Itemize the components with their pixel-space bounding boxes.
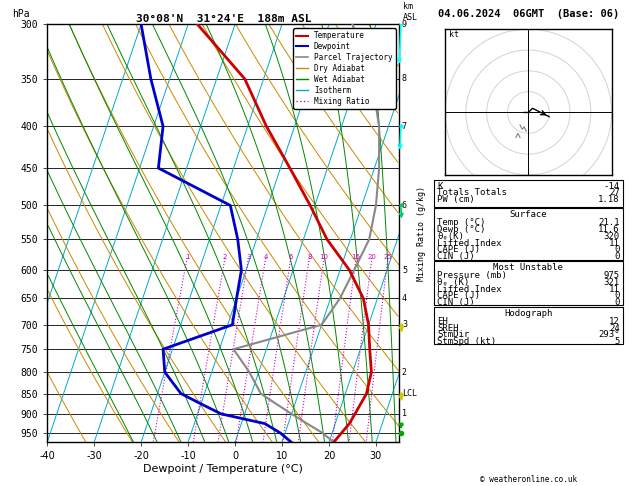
Text: Dewp (°C): Dewp (°C): [437, 225, 486, 234]
Text: 0: 0: [614, 245, 620, 254]
Text: 2: 2: [223, 254, 227, 260]
Text: Hodograph: Hodograph: [504, 309, 552, 318]
Text: 0: 0: [614, 292, 620, 300]
Text: 6: 6: [289, 254, 293, 260]
Text: 6: 6: [402, 201, 407, 210]
Text: Lifted Index: Lifted Index: [437, 285, 502, 294]
Text: 4: 4: [402, 294, 407, 303]
Text: 321: 321: [603, 278, 620, 287]
Text: Surface: Surface: [509, 210, 547, 219]
Text: CIN (J): CIN (J): [437, 252, 475, 261]
Text: 1.18: 1.18: [598, 195, 620, 204]
Text: CIN (J): CIN (J): [437, 298, 475, 307]
Text: 0: 0: [614, 252, 620, 261]
Text: kt: kt: [449, 31, 459, 39]
X-axis label: Dewpoint / Temperature (°C): Dewpoint / Temperature (°C): [143, 464, 303, 474]
Text: 20: 20: [367, 254, 376, 260]
Text: 10: 10: [320, 254, 328, 260]
Text: Temp (°C): Temp (°C): [437, 218, 486, 227]
Text: Mixing Ratio (g/kg): Mixing Ratio (g/kg): [417, 186, 426, 281]
Text: 7: 7: [402, 122, 407, 131]
Text: 11: 11: [609, 285, 620, 294]
Text: 4: 4: [264, 254, 268, 260]
Text: K: K: [437, 182, 443, 191]
Text: 3: 3: [402, 320, 407, 329]
Text: 975: 975: [603, 271, 620, 280]
Text: 5: 5: [402, 265, 407, 275]
Text: CAPE (J): CAPE (J): [437, 245, 480, 254]
Text: Totals Totals: Totals Totals: [437, 189, 507, 197]
Legend: Temperature, Dewpoint, Parcel Trajectory, Dry Adiabat, Wet Adiabat, Isotherm, Mi: Temperature, Dewpoint, Parcel Trajectory…: [293, 28, 396, 109]
Text: PW (cm): PW (cm): [437, 195, 475, 204]
Text: SREH: SREH: [437, 324, 459, 332]
Text: 9: 9: [402, 20, 407, 29]
Text: hPa: hPa: [13, 9, 30, 19]
Text: 11.6: 11.6: [598, 225, 620, 234]
Text: 293°: 293°: [598, 330, 620, 339]
Text: StmDir: StmDir: [437, 330, 469, 339]
Text: 8: 8: [307, 254, 311, 260]
Text: θₑ(K): θₑ(K): [437, 232, 464, 241]
Text: 25: 25: [384, 254, 392, 260]
Text: 1: 1: [185, 254, 189, 260]
Text: 24: 24: [609, 324, 620, 332]
Text: 16: 16: [352, 254, 360, 260]
Text: 21.1: 21.1: [598, 218, 620, 227]
Text: 3: 3: [246, 254, 251, 260]
Text: θₑ (K): θₑ (K): [437, 278, 469, 287]
Text: 320: 320: [603, 232, 620, 241]
Text: StmSpd (kt): StmSpd (kt): [437, 337, 496, 346]
Text: 11: 11: [609, 239, 620, 247]
Text: CAPE (J): CAPE (J): [437, 292, 480, 300]
Text: 5: 5: [614, 337, 620, 346]
Text: Lifted Index: Lifted Index: [437, 239, 502, 247]
Text: km
ASL: km ASL: [403, 2, 418, 22]
Text: 12: 12: [609, 317, 620, 326]
Text: -14: -14: [603, 182, 620, 191]
Text: 04.06.2024  06GMT  (Base: 06): 04.06.2024 06GMT (Base: 06): [438, 9, 619, 19]
Text: EH: EH: [437, 317, 448, 326]
Text: Pressure (mb): Pressure (mb): [437, 271, 507, 280]
Text: LCL: LCL: [402, 389, 417, 398]
Text: 1: 1: [402, 409, 407, 418]
Text: © weatheronline.co.uk: © weatheronline.co.uk: [480, 474, 577, 484]
Text: 27: 27: [609, 189, 620, 197]
Text: Most Unstable: Most Unstable: [493, 263, 564, 272]
Text: 8: 8: [402, 74, 407, 84]
Text: 0: 0: [614, 298, 620, 307]
Text: 2: 2: [402, 367, 407, 377]
Title: 30°08'N  31°24'E  188m ASL: 30°08'N 31°24'E 188m ASL: [135, 14, 311, 23]
